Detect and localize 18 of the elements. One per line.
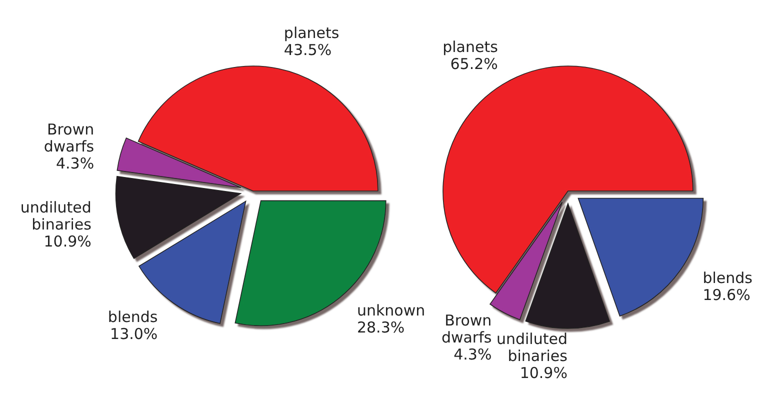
slice-label: planets (442, 38, 498, 56)
data-label: 65.2% (450, 55, 498, 74)
data-label: 28.3% (356, 318, 405, 337)
data-label: 4.3% (56, 154, 94, 172)
slice-label: Brown dwarfs (44, 120, 94, 156)
slice-label: undiluted binaries (496, 330, 568, 365)
data-label: 10.9% (520, 364, 568, 382)
data-label: 10.9% (44, 232, 92, 250)
data-label: 19.6% (702, 286, 750, 304)
slice-label: undiluted binaries (20, 198, 92, 234)
slice-label: Brown dwarfs (441, 311, 492, 346)
data-label: 43.5% (284, 41, 332, 60)
data-label: 4.3% (454, 345, 492, 364)
slice-label: planets (284, 24, 340, 42)
slice-label: blends (108, 308, 158, 326)
slice-label: blends (702, 268, 753, 287)
slice-label: unknown (356, 302, 426, 320)
data-label: 13.0% (110, 325, 158, 344)
